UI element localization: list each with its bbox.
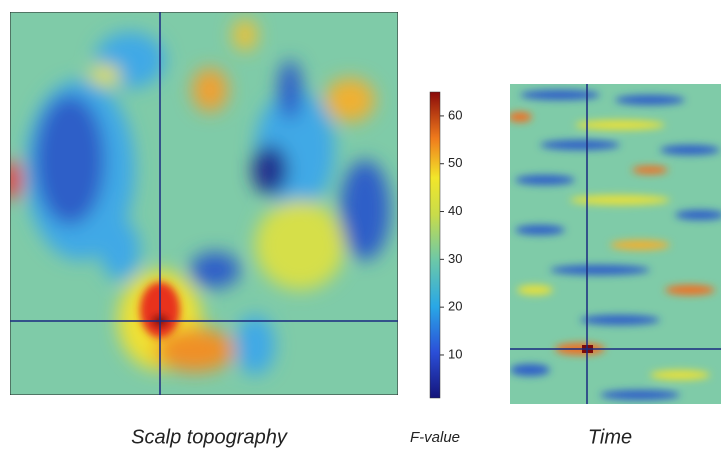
colorbar-tick-label: 30 [448, 251, 462, 266]
colorbar-tick-label: 20 [448, 299, 462, 314]
colorbar-tick-label: 10 [448, 346, 462, 361]
panel-caption: Time [588, 426, 632, 448]
colorbar-tick-label: 40 [448, 203, 462, 218]
topography-map [2, 12, 398, 395]
panel-caption: Scalp topography [131, 426, 288, 448]
colorbar-label: F-value [410, 429, 460, 446]
page: {"panels": [{"caption": "Scalp topograph… [0, 0, 721, 452]
figure: Scalp topography F-value Time 10 20 30 40 50… [0, 0, 721, 452]
colorbar-tick-label: 60 [448, 107, 462, 122]
colorbar-tick-label: 50 [448, 155, 462, 170]
time-map [508, 84, 721, 404]
colorbar [430, 92, 440, 398]
